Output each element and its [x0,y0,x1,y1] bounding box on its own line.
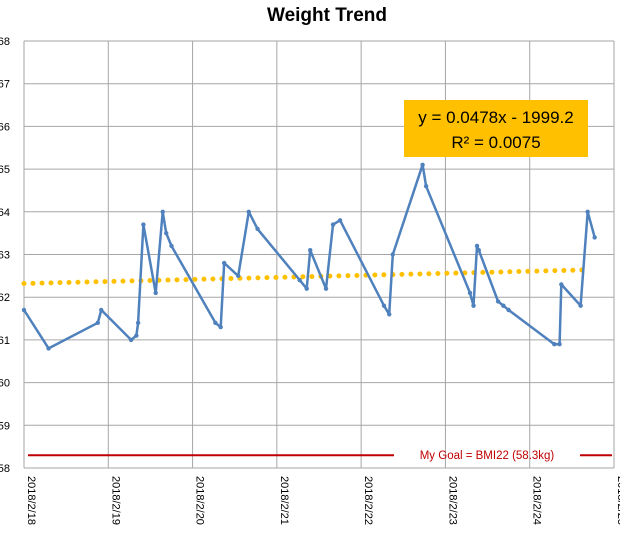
x-axis-tick-labels: 2018/2/18 2018/2/19 2018/2/20 2018/2/21 2018… [25,476,620,525]
data-point [221,260,227,266]
data-point [476,248,481,253]
data-point [213,320,218,326]
data-point [592,235,597,240]
x-tick-label: 2018/2/24 [531,476,543,525]
y-tick-label: 68 [0,36,10,48]
trendline-equation-box: y = 0.0478x - 1999.2 R² = 0.0075 [404,100,588,157]
data-point [467,290,473,296]
data-point [255,226,260,232]
y-tick-label: 64 [0,207,10,219]
data-point [585,209,590,214]
y-tick-label: 63 [0,250,10,262]
data-point [423,183,429,189]
data-point [160,209,165,214]
data-point [164,230,169,236]
equation-box-background [404,100,588,157]
x-tick-label: 2018/2/23 [446,476,458,525]
data-point [337,218,343,223]
data-point [169,243,174,249]
data-point [21,307,27,313]
data-point [141,222,146,227]
y-tick-label: 62 [0,292,10,304]
data-point [557,341,562,347]
data-point [134,333,139,338]
x-tick-label: 2018/2/25 [615,476,620,525]
trendline-group [21,267,591,287]
data-point [236,273,241,279]
chart-title: Weight Trend [267,5,387,26]
y-tick-label: 59 [0,420,10,432]
y-tick-label: 66 [0,121,10,133]
data-point [330,222,336,227]
y-axis-tick-labels: 58 59 60 61 62 63 64 65 66 67 68 [0,36,10,475]
data-point [297,277,302,283]
y-tick-label: 65 [0,164,10,176]
data-point [128,337,134,343]
y-tick-label: 60 [0,378,10,390]
data-point [390,252,395,257]
data-point [471,303,476,308]
data-point [474,243,480,249]
x-tick-label: 2018/2/18 [25,476,37,525]
goal-line-label: My Goal = BMI22 (58.3kg) [420,450,555,462]
data-point [559,282,564,287]
data-point [552,341,557,347]
data-point [308,248,313,253]
trendline-equation: y = 0.0478x - 1999.2 [418,108,573,127]
data-point [153,290,158,296]
series-weight [21,162,597,351]
data-point [46,346,51,351]
trendline-r-squared: R² = 0.0075 [451,133,540,152]
data-point [218,324,223,330]
data-point [381,303,387,308]
data-point [501,303,506,308]
data-point [578,303,583,308]
data-point [304,286,309,291]
data-point [323,286,329,291]
data-point [495,299,501,304]
data-point [246,209,251,214]
y-tick-label: 61 [0,335,10,347]
goal-line-group: My Goal = BMI22 (58.3kg) [28,450,612,462]
data-point [420,162,425,168]
data-point [135,320,141,326]
y-tick-label: 58 [0,463,10,475]
data-point [506,307,511,313]
x-tick-label: 2018/2/21 [278,476,290,525]
grid-lines [23,40,615,469]
data-point [99,307,104,313]
x-tick-label: 2018/2/20 [194,476,206,525]
data-point [387,312,392,317]
trendline [21,267,591,287]
x-tick-label: 2018/2/22 [362,476,374,525]
data-point [95,320,100,326]
x-tick-label: 2018/2/19 [109,476,121,525]
y-tick-label: 67 [0,79,10,91]
